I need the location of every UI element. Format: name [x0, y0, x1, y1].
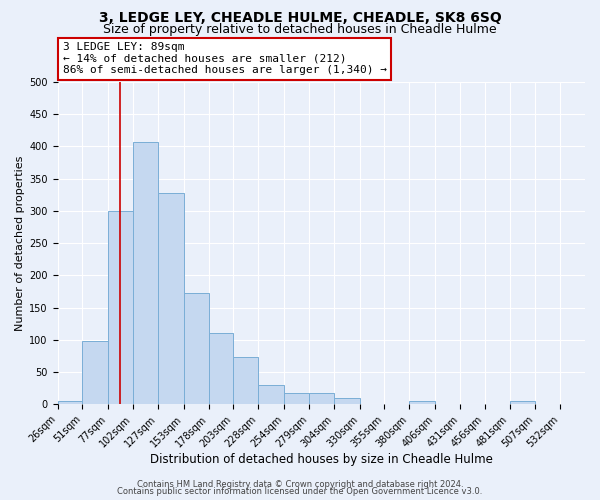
- Bar: [334, 398, 359, 404]
- Bar: [209, 334, 233, 404]
- Text: 3 LEDGE LEY: 89sqm
← 14% of detached houses are smaller (212)
86% of semi-detach: 3 LEDGE LEY: 89sqm ← 14% of detached hou…: [63, 42, 387, 76]
- Bar: [309, 393, 334, 404]
- Text: Contains HM Land Registry data © Crown copyright and database right 2024.: Contains HM Land Registry data © Crown c…: [137, 480, 463, 489]
- Text: Contains public sector information licensed under the Open Government Licence v3: Contains public sector information licen…: [118, 487, 482, 496]
- Bar: [233, 357, 258, 404]
- Bar: [258, 385, 284, 404]
- Y-axis label: Number of detached properties: Number of detached properties: [15, 156, 25, 330]
- Bar: [108, 211, 133, 404]
- Bar: [284, 392, 309, 404]
- Bar: [158, 194, 184, 404]
- Bar: [409, 401, 435, 404]
- Bar: [133, 142, 158, 404]
- Bar: [509, 401, 535, 404]
- Text: Size of property relative to detached houses in Cheadle Hulme: Size of property relative to detached ho…: [103, 22, 497, 36]
- Bar: [184, 294, 209, 404]
- Text: 3, LEDGE LEY, CHEADLE HULME, CHEADLE, SK8 6SQ: 3, LEDGE LEY, CHEADLE HULME, CHEADLE, SK…: [98, 11, 502, 25]
- X-axis label: Distribution of detached houses by size in Cheadle Hulme: Distribution of detached houses by size …: [150, 453, 493, 466]
- Bar: [82, 341, 108, 404]
- Bar: [58, 401, 82, 404]
